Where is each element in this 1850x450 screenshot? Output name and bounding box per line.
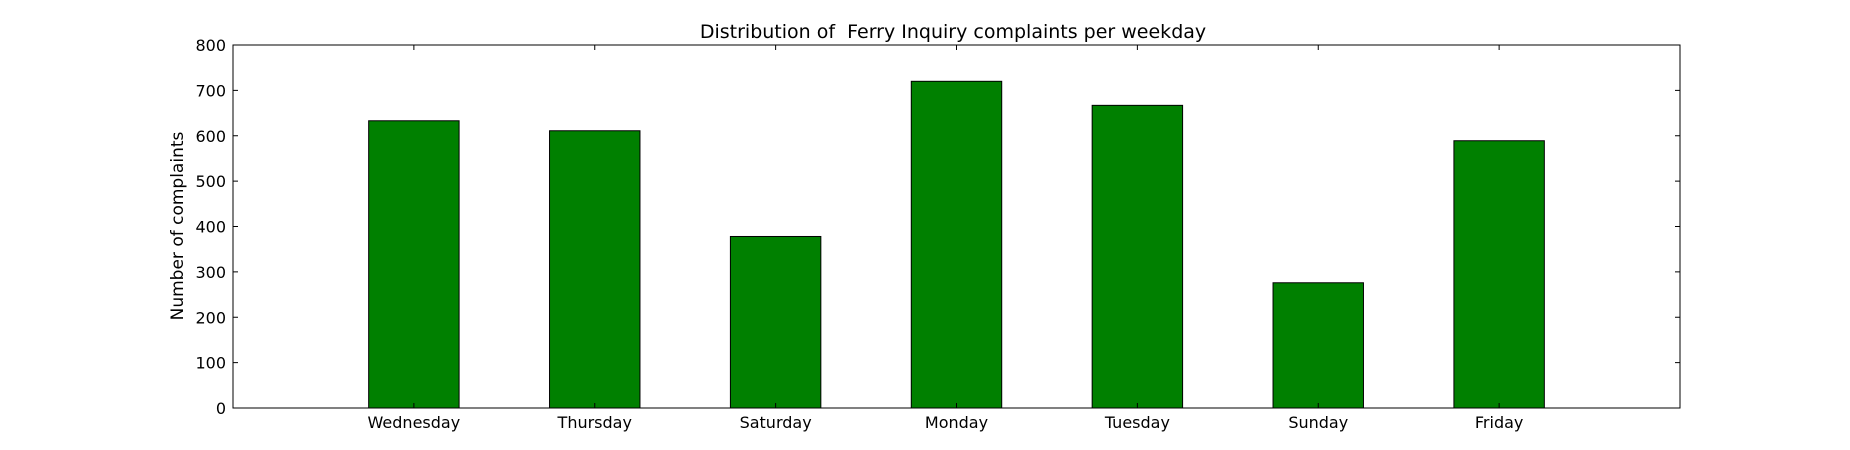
bar-sunday bbox=[1272, 282, 1364, 409]
bar-monday bbox=[910, 80, 1003, 409]
y-tick-label: 400 bbox=[195, 218, 226, 237]
x-tick-label-friday: Friday bbox=[1475, 413, 1524, 432]
bar-saturday bbox=[729, 235, 822, 409]
y-tick-label: 800 bbox=[195, 36, 226, 55]
chart-title: Distribution of Ferry Inquiry complaints… bbox=[700, 21, 1206, 43]
x-tick-label-wednesday: Wednesday bbox=[368, 413, 461, 432]
y-axis-label: Number of complaints bbox=[168, 131, 188, 320]
ticks-layer: 0 100 200 300 400 500 600 700 800 Wednesday Thursd… bbox=[195, 36, 1680, 432]
y-tick-label: 0 bbox=[216, 399, 226, 418]
bar-thursday bbox=[549, 130, 641, 409]
x-tick-label-saturday: Saturday bbox=[740, 413, 812, 432]
bar-tuesday bbox=[1091, 104, 1184, 409]
plot-area-frame bbox=[232, 44, 1681, 409]
y-tick-label: 300 bbox=[195, 263, 226, 282]
y-tick-label: 200 bbox=[195, 308, 226, 327]
bar-wednesday bbox=[368, 120, 460, 409]
x-tick-label-sunday: Sunday bbox=[1288, 413, 1348, 432]
bars-layer bbox=[368, 80, 1545, 409]
y-tick-label: 700 bbox=[195, 81, 226, 100]
y-tick-label: 600 bbox=[195, 127, 226, 146]
x-tick-label-tuesday: Tuesday bbox=[1104, 413, 1170, 432]
bar-friday bbox=[1453, 140, 1545, 409]
x-tick-label-thursday: Thursday bbox=[557, 413, 632, 432]
y-tick-label: 100 bbox=[195, 354, 226, 373]
x-tick-label-monday: Monday bbox=[925, 413, 988, 432]
y-tick-label: 500 bbox=[195, 172, 226, 191]
